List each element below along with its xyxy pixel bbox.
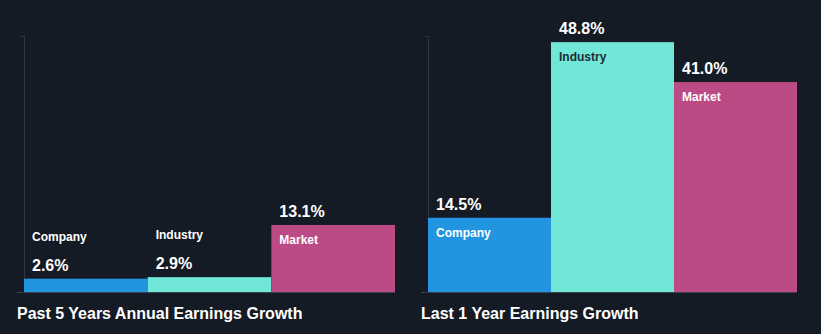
tick-mark: [21, 36, 24, 37]
tick: [425, 292, 428, 293]
category-label: Company: [32, 230, 87, 244]
bar: [24, 279, 148, 292]
tick: [21, 292, 24, 293]
labels: Company 14.5% Industry 48.8% Market 41.0%: [436, 20, 727, 240]
axis-line: [425, 37, 429, 293]
baseline: [421, 292, 797, 293]
data-label: 14.5%: [436, 196, 481, 213]
axis-line: [21, 37, 25, 293]
bars: [24, 225, 395, 292]
tick: [21, 36, 24, 37]
tick-mark: [425, 36, 428, 37]
data-label: 41.0%: [682, 60, 727, 77]
category-label: Market: [279, 233, 318, 247]
data-label: 48.8%: [559, 20, 604, 37]
chart-title: Last 1 Year Earnings Growth: [421, 305, 639, 322]
y-axis: [425, 37, 429, 293]
category-label: Industry: [156, 228, 204, 242]
chart-canvas: Company 2.6% Industry 2.9% Market 13.1% Past 5…: [0, 0, 821, 334]
category-label: Industry: [559, 50, 607, 64]
tick-mark: [21, 292, 24, 293]
y-axis: [21, 37, 25, 293]
background: [0, 0, 821, 334]
bar: [428, 218, 551, 292]
chart-panel: Company 14.5% Industry 48.8% Market 41.0% Last…: [421, 20, 797, 322]
data-label: 2.6%: [32, 257, 68, 274]
tick-mark: [425, 292, 428, 293]
bar: [148, 277, 272, 292]
baseline: [17, 292, 395, 293]
labels: Company 2.6% Industry 2.9% Market 13.1%: [32, 203, 325, 274]
data-label: 13.1%: [279, 203, 324, 220]
bars: [428, 42, 797, 292]
chart-title: Past 5 Years Annual Earnings Growth: [17, 305, 302, 322]
bar: [551, 42, 674, 292]
category-label: Market: [682, 90, 721, 104]
bar: [674, 82, 797, 292]
category-label: Company: [436, 226, 491, 240]
chart-panel: Company 2.6% Industry 2.9% Market 13.1% Past 5…: [17, 37, 395, 323]
tick: [425, 36, 428, 37]
data-label: 2.9%: [156, 255, 192, 272]
bar: [271, 225, 395, 292]
